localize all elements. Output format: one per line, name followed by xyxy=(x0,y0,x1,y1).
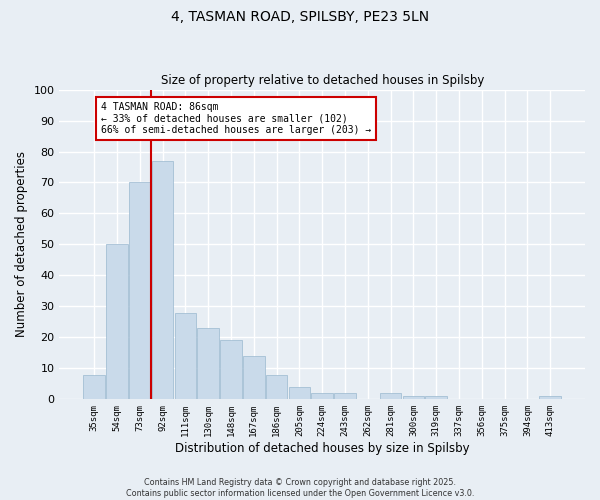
Bar xyxy=(425,396,447,400)
Bar xyxy=(175,312,196,400)
X-axis label: Distribution of detached houses by size in Spilsby: Distribution of detached houses by size … xyxy=(175,442,470,455)
Bar xyxy=(243,356,265,400)
Bar xyxy=(539,396,561,400)
Text: 4 TASMAN ROAD: 86sqm
← 33% of detached houses are smaller (102)
66% of semi-deta: 4 TASMAN ROAD: 86sqm ← 33% of detached h… xyxy=(101,102,371,135)
Bar xyxy=(311,393,333,400)
Bar xyxy=(106,244,128,400)
Bar xyxy=(266,374,287,400)
Bar xyxy=(334,393,356,400)
Text: Contains HM Land Registry data © Crown copyright and database right 2025.
Contai: Contains HM Land Registry data © Crown c… xyxy=(126,478,474,498)
Bar xyxy=(403,396,424,400)
Bar xyxy=(197,328,219,400)
Bar xyxy=(129,182,151,400)
Bar xyxy=(83,374,105,400)
Bar xyxy=(220,340,242,400)
Y-axis label: Number of detached properties: Number of detached properties xyxy=(15,152,28,338)
Bar xyxy=(289,387,310,400)
Title: Size of property relative to detached houses in Spilsby: Size of property relative to detached ho… xyxy=(161,74,484,87)
Bar xyxy=(152,161,173,400)
Bar xyxy=(380,393,401,400)
Text: 4, TASMAN ROAD, SPILSBY, PE23 5LN: 4, TASMAN ROAD, SPILSBY, PE23 5LN xyxy=(171,10,429,24)
